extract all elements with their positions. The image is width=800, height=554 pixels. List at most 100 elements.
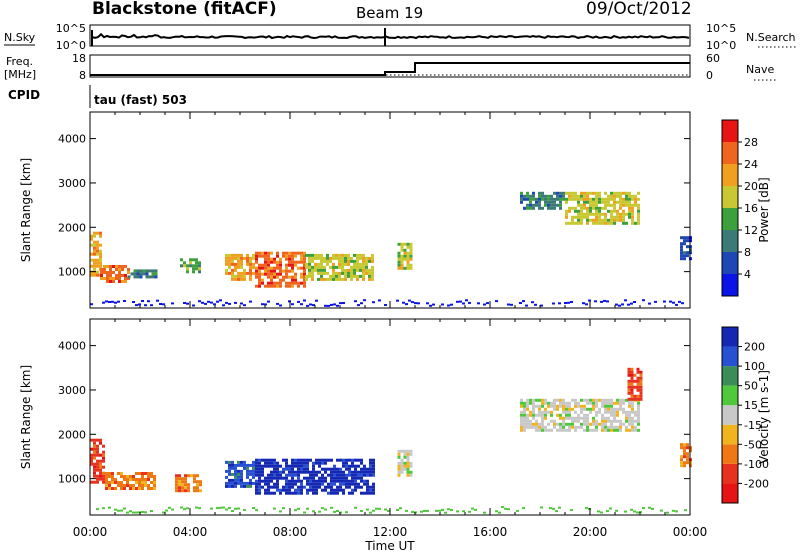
velocity-ytick-label: 2000 <box>58 428 86 441</box>
power-echo-cell <box>276 254 279 258</box>
power-echo-cell <box>282 269 285 273</box>
power-echo-cell <box>314 265 317 269</box>
velocity-ground-cell <box>387 509 390 512</box>
velocity-echo-cell <box>523 425 526 429</box>
power-echo-cell <box>300 254 303 258</box>
velocity-echo-cell <box>288 482 291 486</box>
velocity-echo-cell <box>336 458 339 462</box>
velocity-echo-cell <box>369 467 372 471</box>
power-echo-cell <box>631 221 634 225</box>
power-echo-cell <box>252 265 255 269</box>
velocity-echo-cell <box>96 438 99 442</box>
velocity-echo-cell <box>187 483 190 487</box>
power-echo-cell <box>231 277 234 281</box>
power-echo-cell <box>353 268 356 272</box>
power-echo-cell <box>276 281 279 285</box>
velocity-ground-cell <box>399 507 402 510</box>
velocity-echo-cell <box>360 461 363 465</box>
velocity-echo-cell <box>90 462 93 466</box>
velocity-echo-cell <box>634 410 637 414</box>
velocity-echo-cell <box>529 419 532 423</box>
velocity-colorbar-cell <box>722 405 738 425</box>
velocity-echo-cell <box>397 467 401 471</box>
velocity-echo-cell <box>574 425 577 429</box>
power-ground-cell <box>240 302 243 305</box>
power-echo-cell <box>225 253 228 257</box>
velocity-colorbar-cell <box>722 463 738 484</box>
velocity-echo-cell <box>589 398 592 402</box>
power-echo-cell <box>234 265 237 269</box>
velocity-ground-cell <box>252 507 255 509</box>
velocity-ground-cell <box>162 511 165 514</box>
velocity-echo-cell <box>141 487 144 490</box>
power-echo-cell <box>326 259 329 263</box>
power-ground-cell <box>432 303 435 306</box>
velocity-echo-cell <box>342 482 345 486</box>
power-echo-cell <box>406 245 410 249</box>
power-echo-cell <box>634 221 637 225</box>
power-echo-cell <box>297 260 300 264</box>
velocity-echo-cell <box>261 458 264 462</box>
velocity-echo-cell <box>354 458 357 462</box>
velocity-echo-cell <box>178 489 181 493</box>
velocity-echo-cell <box>129 478 132 481</box>
power-echo-cell <box>683 257 686 261</box>
velocity-echo-cell <box>327 473 330 477</box>
velocity-echo-cell <box>342 491 345 495</box>
power-ground-cell <box>291 303 294 306</box>
velocity-echo-cell <box>96 462 99 466</box>
velocity-echo-cell <box>357 485 360 489</box>
nsearch-tick-top: 10^5 <box>706 22 736 35</box>
power-ground-cell <box>588 299 591 302</box>
power-echo-cell <box>598 209 601 213</box>
velocity-echo-cell <box>333 491 336 495</box>
velocity-echo-cell <box>270 461 273 465</box>
velocity-echo-cell <box>639 394 643 398</box>
power-echo-cell <box>595 218 598 222</box>
velocity-echo-cell <box>285 473 288 477</box>
velocity-echo-cell <box>686 443 689 447</box>
power-echo-cell <box>294 272 297 276</box>
velocity-echo-cell <box>345 473 348 477</box>
power-echo-cell <box>109 277 112 280</box>
velocity-echo-cell <box>345 464 348 468</box>
velocity-echo-cell <box>571 416 574 420</box>
velocity-ground-cell <box>420 510 423 513</box>
velocity-echo-cell <box>354 488 357 492</box>
power-echo-cell <box>571 191 574 195</box>
velocity-echo-cell <box>132 487 135 490</box>
velocity-echo-cell <box>324 461 327 465</box>
velocity-echo-cell <box>400 464 404 468</box>
velocity-echo-cell <box>351 476 354 480</box>
power-echo-cell <box>118 268 121 271</box>
power-echo-cell <box>234 262 237 266</box>
power-ground-cell <box>204 302 207 305</box>
velocity-echo-cell <box>333 479 336 483</box>
velocity-ground-cell <box>360 510 363 512</box>
power-echo-cell <box>680 248 683 252</box>
velocity-echo-cell <box>181 489 184 493</box>
time-tick-label: 00:00 <box>73 525 108 539</box>
velocity-echo-cell <box>184 477 187 481</box>
velocity-echo-cell <box>273 485 276 489</box>
power-echo-cell <box>577 209 580 213</box>
velocity-ground-cell <box>306 507 309 510</box>
power-echo-cell <box>311 256 314 260</box>
power-echo-cell <box>246 259 249 263</box>
velocity-echo-cell <box>354 464 357 468</box>
velocity-echo-cell <box>631 419 634 423</box>
velocity-echo-cell <box>297 491 300 495</box>
velocity-echo-cell <box>306 476 309 480</box>
power-echo-cell <box>96 249 99 253</box>
power-echo-cell <box>115 268 118 271</box>
power-echo-cell <box>267 257 270 261</box>
velocity-echo-cell <box>634 419 637 423</box>
velocity-echo-cell <box>255 482 258 486</box>
velocity-echo-cell <box>369 461 372 465</box>
power-ground-cell <box>594 300 597 303</box>
velocity-echo-cell <box>258 491 261 495</box>
velocity-echo-cell <box>225 475 228 479</box>
power-echo-cell <box>616 209 619 213</box>
power-echo-cell <box>550 194 553 198</box>
